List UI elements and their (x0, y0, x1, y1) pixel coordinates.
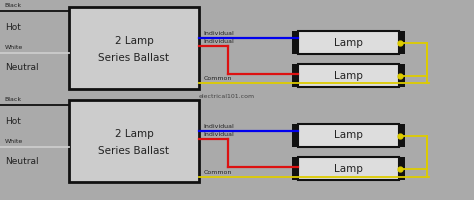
Text: Lamp: Lamp (334, 164, 363, 173)
Text: Neutral: Neutral (5, 64, 38, 72)
Bar (69, 7, 199, 89)
Text: Black: Black (5, 97, 22, 102)
Bar (298, 64, 399, 87)
Bar (399, 64, 405, 87)
Text: Series Ballast: Series Ballast (99, 146, 169, 156)
Text: Series Ballast: Series Ballast (99, 53, 169, 63)
Bar (399, 31, 405, 54)
Bar (298, 31, 399, 54)
Text: Neutral: Neutral (5, 158, 38, 166)
Bar (298, 124, 399, 147)
Text: White: White (5, 139, 23, 144)
Text: Black: Black (5, 3, 22, 8)
Bar (292, 124, 298, 147)
Text: Hot: Hot (5, 22, 20, 31)
Text: Individual: Individual (204, 39, 235, 44)
Text: Common: Common (204, 170, 232, 175)
Text: Lamp: Lamp (334, 130, 363, 140)
Text: White: White (5, 45, 23, 50)
Text: Common: Common (204, 76, 232, 81)
Text: Lamp: Lamp (334, 38, 363, 47)
Bar (298, 157, 399, 180)
Text: electrical101.com: electrical101.com (199, 95, 255, 99)
Bar (69, 100, 199, 182)
Text: 2 Lamp: 2 Lamp (115, 36, 153, 46)
Text: Individual: Individual (204, 124, 235, 129)
Bar (292, 64, 298, 87)
Bar (399, 157, 405, 180)
Text: Hot: Hot (5, 116, 20, 126)
Bar (292, 31, 298, 54)
Text: Individual: Individual (204, 132, 235, 137)
Bar (399, 124, 405, 147)
Text: 2 Lamp: 2 Lamp (115, 129, 153, 139)
Bar (292, 157, 298, 180)
Text: Individual: Individual (204, 31, 235, 36)
Text: Lamp: Lamp (334, 71, 363, 81)
